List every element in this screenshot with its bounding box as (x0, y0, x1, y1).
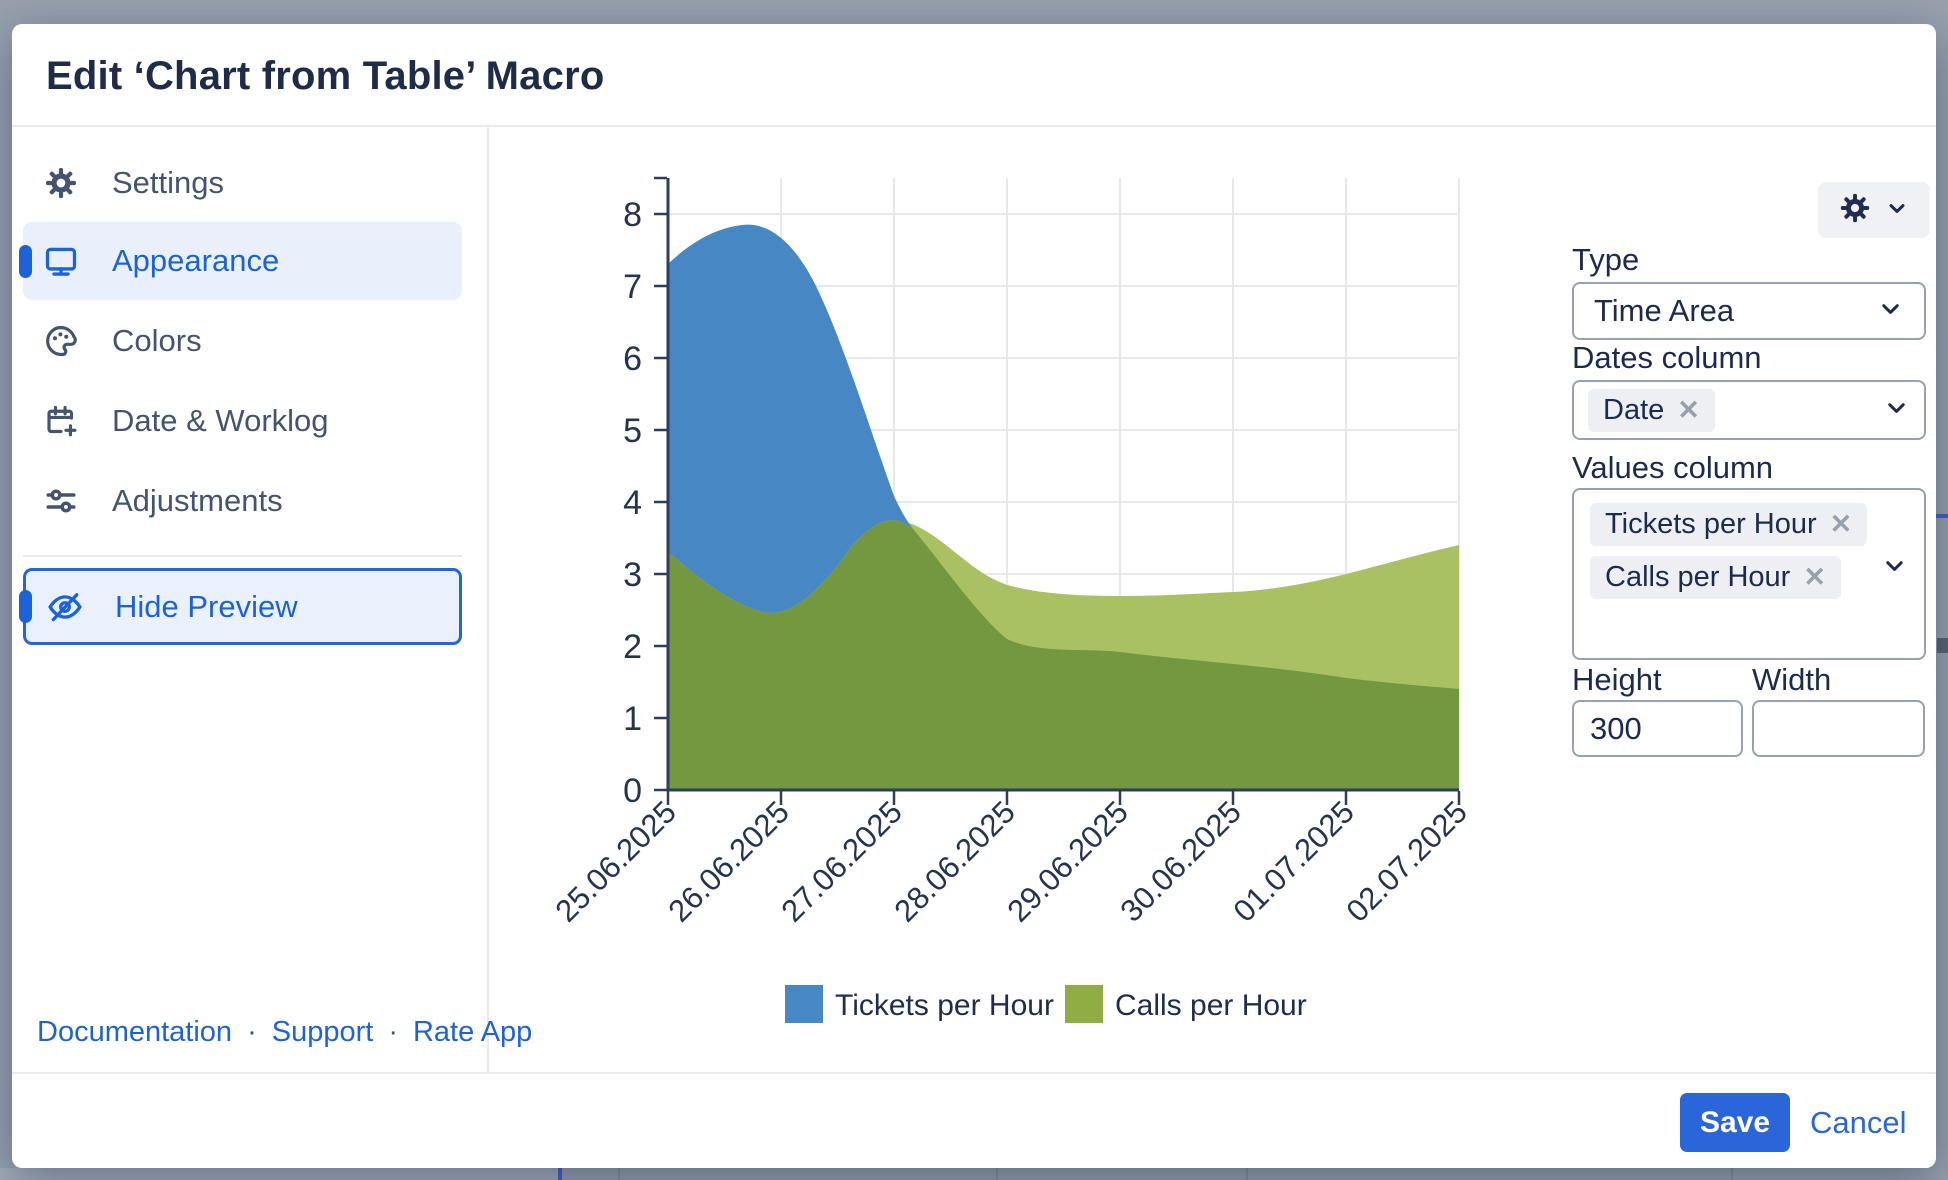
width-label: Width (1752, 662, 1832, 697)
y-tick-label: 3 (623, 556, 642, 594)
x-tick-label: 26.06.2025 (661, 794, 795, 928)
link-separator: · (247, 1016, 257, 1048)
y-tick-label: 0 (623, 772, 642, 810)
support-link[interactable]: Support (271, 1016, 374, 1048)
width-input[interactable] (1752, 700, 1925, 757)
chevron-down-icon (1877, 295, 1904, 327)
sidebar-section-divider (23, 555, 462, 557)
sidebar-item-label: Appearance (112, 243, 280, 278)
sidebar-item-settings[interactable]: Settings (23, 144, 462, 222)
background-page-fragment (618, 1168, 620, 1180)
type-select[interactable]: Time Area (1572, 282, 1926, 340)
sidebar-item-adjustments[interactable]: Adjustments (23, 462, 462, 540)
y-tick-label: 4 (623, 484, 642, 522)
legend-swatch-tickets[interactable] (785, 985, 823, 1023)
background-page-fragment (558, 1168, 562, 1180)
calendar-plus-icon (43, 403, 79, 439)
chart-settings-button[interactable] (1818, 182, 1930, 238)
background-page-fragment (0, 1168, 559, 1180)
selected-tag-date: Date ✕ (1588, 388, 1715, 432)
x-tick-label: 28.06.2025 (887, 794, 1021, 928)
legend-swatch-calls[interactable] (1065, 985, 1103, 1023)
tickets-area (668, 224, 913, 613)
values-column-select[interactable]: Tickets per Hour ✕ Calls per Hour ✕ (1572, 488, 1926, 660)
gear-icon (43, 165, 79, 201)
dates-column-label: Dates column (1572, 340, 1762, 375)
type-select-value: Time Area (1594, 293, 1735, 328)
sidebar-divider (487, 125, 489, 1072)
x-tick-label: 27.06.2025 (774, 794, 908, 928)
sidebar-item-label: Date & Worklog (112, 403, 329, 438)
chevron-down-icon (1884, 195, 1910, 226)
type-label: Type (1572, 242, 1640, 277)
hide-preview-button[interactable]: Hide Preview (23, 568, 462, 645)
header-divider (12, 125, 1936, 127)
legend-label-calls[interactable]: Calls per Hour (1115, 989, 1307, 1022)
dates-column-select[interactable]: Date ✕ (1572, 380, 1926, 440)
link-separator: · (388, 1016, 398, 1048)
height-label: Height (1572, 662, 1662, 697)
palette-icon (43, 323, 79, 359)
x-tick-label: 01.07.2025 (1226, 794, 1360, 928)
chart-preview: 0 1 2 3 4 5 6 7 8 25.06.2025 26.06.2025 … (548, 176, 1474, 1023)
chevron-down-icon (1881, 552, 1908, 584)
height-input[interactable] (1572, 700, 1743, 757)
active-item-indicator (19, 245, 32, 278)
hide-preview-label: Hide Preview (115, 588, 298, 624)
y-tick-label: 8 (623, 196, 642, 234)
legend-label-tickets[interactable]: Tickets per Hour (835, 989, 1054, 1022)
x-axis-labels: 25.06.2025 26.06.2025 27.06.2025 28.06.2… (548, 794, 1473, 928)
y-tick-label: 1 (623, 700, 642, 738)
chart-legend: Tickets per Hour Calls per Hour (785, 985, 1307, 1023)
cancel-button[interactable]: Cancel (1810, 1104, 1907, 1140)
sliders-icon (43, 483, 79, 519)
y-tick-label: 5 (623, 412, 642, 450)
chevron-down-icon (1883, 394, 1910, 426)
eye-off-icon (46, 588, 84, 626)
remove-tag-icon[interactable]: ✕ (1803, 562, 1826, 592)
sidebar-item-appearance[interactable]: Appearance (23, 222, 462, 300)
preview-toggle-indicator (19, 590, 32, 623)
y-tick-label: 7 (623, 268, 642, 306)
sidebar-item-label: Colors (112, 323, 202, 358)
x-tick-label: 25.06.2025 (548, 794, 682, 928)
sidebar-item-label: Adjustments (112, 483, 283, 518)
monitor-icon (43, 243, 79, 279)
tag-label: Date (1603, 393, 1665, 426)
x-tick-label: 29.06.2025 (1000, 794, 1134, 928)
y-tick-label: 2 (623, 628, 642, 666)
dialog-title: Edit ‘Chart from Table’ Macro (46, 54, 605, 98)
tag-label: Calls per Hour (1605, 561, 1791, 593)
footer-divider (12, 1072, 1936, 1074)
background-page-fragment (996, 1168, 998, 1180)
background-page-fragment (1246, 1168, 1248, 1180)
background-page-fragment (1936, 514, 1948, 518)
rate-app-link[interactable]: Rate App (412, 1016, 533, 1048)
save-button[interactable]: Save (1680, 1093, 1790, 1152)
axis-ticks (654, 176, 1461, 805)
remove-tag-icon[interactable]: ✕ (1829, 509, 1853, 539)
x-tick-label: 30.06.2025 (1113, 794, 1247, 928)
calls-tickets-overlap-area (668, 520, 1459, 790)
sidebar-item-colors[interactable]: Colors (23, 302, 462, 380)
chart-axes (666, 178, 1459, 792)
background-page-fragment (1937, 638, 1948, 653)
remove-tag-icon[interactable]: ✕ (1677, 394, 1700, 425)
y-axis-labels: 0 1 2 3 4 5 6 7 8 (623, 196, 642, 810)
sidebar-item-date-worklog[interactable]: Date & Worklog (23, 382, 462, 460)
sidebar-footer-links: Documentation · Support · Rate App (37, 1016, 532, 1049)
y-tick-label: 6 (623, 340, 642, 378)
gear-icon (1838, 191, 1872, 230)
x-tick-label: 02.07.2025 (1339, 794, 1473, 928)
selected-tag-calls: Calls per Hour ✕ (1590, 556, 1841, 599)
background-page-fragment (1731, 1168, 1733, 1180)
documentation-link[interactable]: Documentation (37, 1016, 233, 1048)
values-column-label: Values column (1572, 450, 1774, 485)
tag-label: Tickets per Hour (1605, 508, 1817, 540)
edit-macro-dialog: Edit ‘Chart from Table’ Macro (12, 24, 1936, 1168)
selected-tag-tickets: Tickets per Hour ✕ (1590, 503, 1868, 546)
sidebar-item-label: Settings (112, 165, 225, 200)
